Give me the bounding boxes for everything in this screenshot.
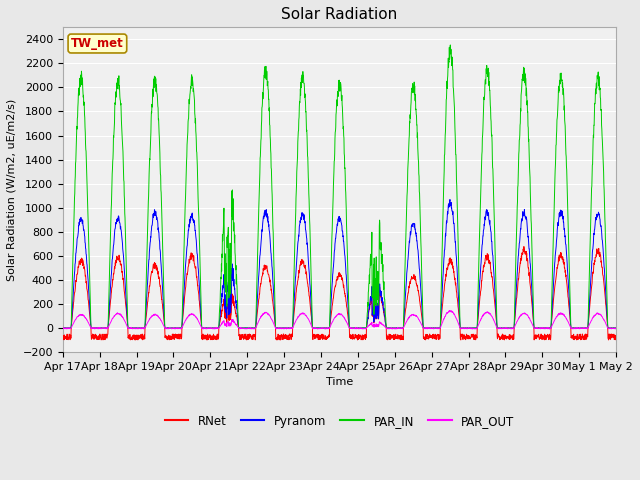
Legend: RNet, Pyranom, PAR_IN, PAR_OUT: RNet, Pyranom, PAR_IN, PAR_OUT bbox=[160, 410, 519, 432]
X-axis label: Time: Time bbox=[326, 377, 353, 387]
Text: TW_met: TW_met bbox=[71, 37, 124, 50]
Title: Solar Radiation: Solar Radiation bbox=[282, 7, 397, 22]
Y-axis label: Solar Radiation (W/m2, uE/m2/s): Solar Radiation (W/m2, uE/m2/s) bbox=[7, 98, 17, 281]
